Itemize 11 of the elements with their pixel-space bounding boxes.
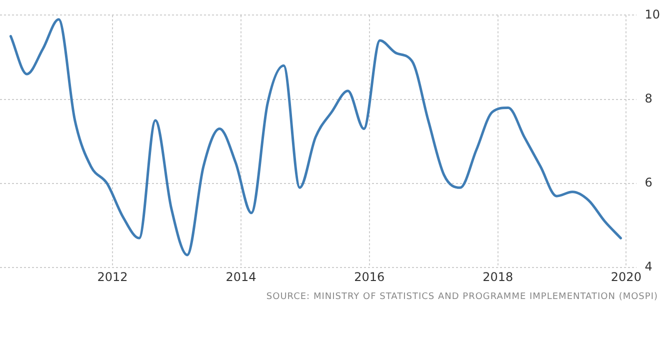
x-tick-label: 2018 <box>482 270 514 284</box>
x-tick-label: 2016 <box>354 270 385 284</box>
y-tick-label: 6 <box>644 176 652 190</box>
x-tick-label: 2014 <box>226 270 256 284</box>
x-tick-label: 2020 <box>610 270 642 284</box>
x-tick-label: 2012 <box>97 270 128 284</box>
y-tick-label: 8 <box>644 91 652 106</box>
source-note: SOURCE: MINISTRY OF STATISTICS AND PROGRAMME IMPLEMENTATION (MOSPI) <box>266 292 658 302</box>
y-tick-label: 4 <box>644 260 652 274</box>
y-tick-label: 10 <box>644 7 660 22</box>
line-series <box>9 18 622 256</box>
